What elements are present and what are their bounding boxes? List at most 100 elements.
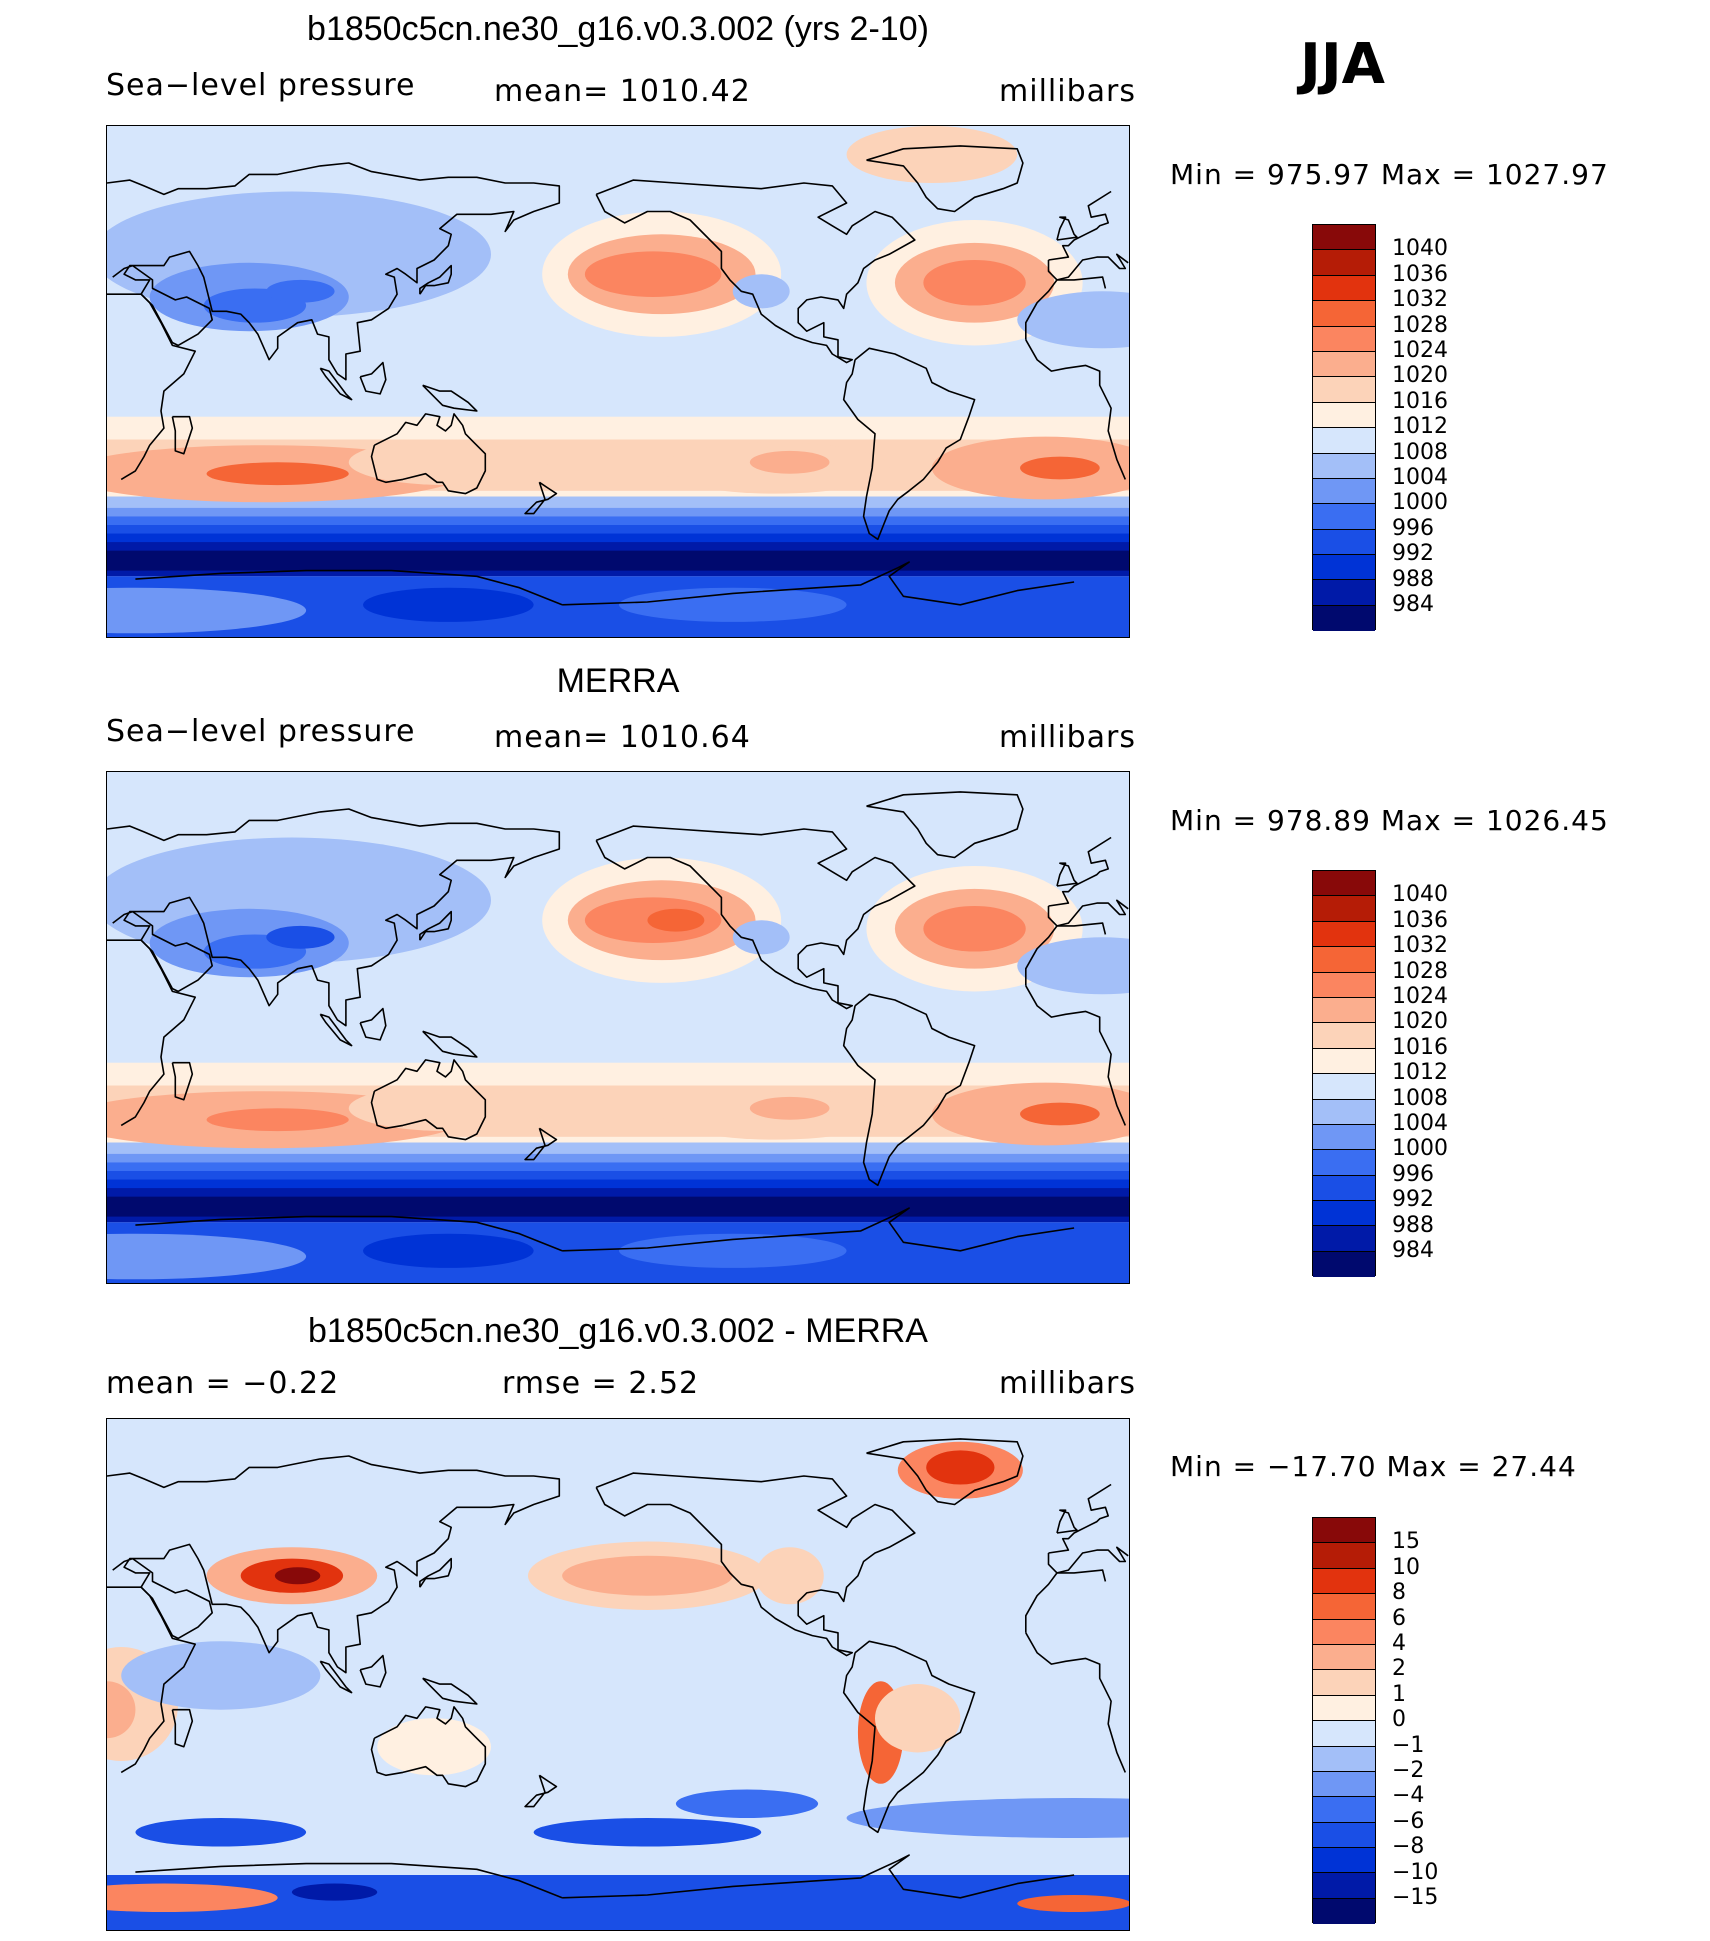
- coastline: [370, 1059, 487, 1141]
- colorbar-swatch: [1313, 478, 1375, 505]
- australia-anomaly: [377, 1718, 491, 1776]
- colorbar-level-label: 8: [1392, 1580, 1406, 1606]
- colorbar-level-label: 1036: [1392, 907, 1448, 933]
- coastline: [1056, 862, 1078, 887]
- panel-2-minmax: Min = 978.89 Max = 1026.45: [1170, 804, 1609, 837]
- colorbar-level-label: 15: [1392, 1529, 1420, 1555]
- south-indian-high-core: [206, 1108, 349, 1132]
- colorbar-level-label: 1024: [1392, 984, 1448, 1009]
- colorbar-swatch: [1313, 301, 1375, 327]
- colorbar-swatch: [1313, 453, 1375, 479]
- colorbar-level-label: 1032: [1392, 287, 1448, 313]
- colorbar-swatches: [1312, 870, 1376, 1278]
- colorbar-level-label: 1012: [1392, 414, 1448, 440]
- colorbar-swatch: [1313, 1670, 1375, 1696]
- colorbar-swatch: [1313, 1074, 1375, 1100]
- coastlines: [107, 145, 1129, 606]
- colorbar-level-label: 992: [1392, 1187, 1434, 1213]
- panel-1-map-svg: [107, 126, 1129, 637]
- coastlines: [107, 1438, 1129, 1899]
- south-atlantic-high-core: [1020, 456, 1100, 480]
- colorbar-swatch: [1313, 402, 1375, 429]
- coastline: [842, 347, 976, 541]
- colorbar-level-label: 1040: [1392, 236, 1448, 262]
- coastline: [1048, 190, 1112, 261]
- antarctic-anomaly: [1017, 1894, 1129, 1913]
- colorbar-swatch: [1313, 1797, 1375, 1823]
- colorbar-swatch: [1313, 1023, 1375, 1049]
- southern-ocean-anomaly-core: [533, 1818, 762, 1847]
- colorbar-level-label: 4: [1392, 1631, 1406, 1656]
- panel-3-map: [106, 1418, 1130, 1931]
- colorbar-level-label: −2: [1392, 1758, 1425, 1783]
- antarctic-field: [619, 587, 847, 622]
- coastline: [1048, 836, 1112, 907]
- saharan-low: [1017, 291, 1129, 349]
- colorbar-level-label: 1000: [1392, 1136, 1448, 1162]
- panel-2-mean-label: mean= 1010.64: [494, 720, 751, 755]
- colorbar-level-label: −6: [1392, 1808, 1425, 1834]
- antarctic-anomaly: [291, 1883, 378, 1901]
- africa-anomaly-core: [107, 1681, 136, 1739]
- colorbar-swatch: [1313, 1695, 1375, 1722]
- colorbar-swatch: [1313, 1822, 1375, 1849]
- colorbar-swatch: [1313, 1721, 1375, 1747]
- coastline: [370, 1706, 487, 1788]
- indian-ocean-anomaly: [121, 1641, 321, 1710]
- southern-ocean-anomaly: [846, 1798, 1129, 1838]
- coastline: [135, 1215, 563, 1252]
- colorbar-swatches: [1312, 1517, 1376, 1925]
- antarctic-anomaly: [107, 1883, 278, 1913]
- coastline: [524, 1774, 558, 1808]
- coastline: [1024, 276, 1107, 340]
- coastline: [1024, 1569, 1107, 1633]
- coastline: [422, 384, 478, 412]
- coastline: [1025, 985, 1127, 1126]
- coastline: [135, 1862, 563, 1899]
- coastline: [359, 361, 387, 395]
- north-pacific-high-core: [647, 908, 705, 932]
- panel-3-rmse-label: rmse = 2.52: [502, 1366, 700, 1401]
- colorbar-level-label: 1012: [1392, 1060, 1448, 1086]
- colorbar-swatch: [1313, 921, 1375, 948]
- coastline: [562, 1854, 1075, 1899]
- sw-us-low: [732, 274, 790, 309]
- colorbar-level-label: 1032: [1392, 933, 1448, 959]
- sw-us-low: [732, 920, 790, 955]
- colorbar-level-label: 1028: [1392, 958, 1448, 984]
- colorbar-swatch: [1313, 1543, 1375, 1569]
- panel-1-title: b1850c5cn.ne30_g16.v0.3.002 (yrs 2-10): [307, 10, 929, 48]
- colorbar-swatch: [1313, 1226, 1375, 1252]
- colorbar-level-label: 1004: [1392, 1111, 1448, 1136]
- coastline: [1047, 1546, 1129, 1574]
- colorbar-swatch: [1313, 1099, 1375, 1125]
- colorbar-level-label: 1024: [1392, 338, 1448, 363]
- coastline: [319, 1013, 353, 1047]
- panel-1-minmax: Min = 975.97 Max = 1027.97: [1170, 158, 1609, 191]
- colorbar-swatch: [1313, 896, 1375, 922]
- azores-high-inner: [923, 905, 1026, 952]
- coastline: [359, 1007, 387, 1041]
- colorbar-swatch: [1313, 947, 1375, 973]
- colorbar-level-label: 996: [1392, 515, 1434, 541]
- panel-3-title: b1850c5cn.ne30_g16.v0.3.002 - MERRA: [308, 1312, 928, 1350]
- colorbar-swatch: [1313, 275, 1375, 302]
- colorbar-level-label: 1020: [1392, 363, 1448, 389]
- coastline: [419, 910, 453, 941]
- coastline: [1025, 339, 1127, 480]
- colorbar-level-label: 992: [1392, 541, 1434, 567]
- colorbar-swatch: [1313, 1048, 1375, 1075]
- colorbar-level-label: 1040: [1392, 882, 1448, 908]
- panel-3-units-label: millibars: [999, 1366, 1136, 1401]
- colorbar-level-label: 2: [1392, 1656, 1406, 1682]
- coastline: [419, 264, 453, 295]
- panel-2-subtitle-row: Sea−level pressure mean= 1010.64 milliba…: [106, 714, 1136, 755]
- colorbar-level-label: 0: [1392, 1707, 1406, 1733]
- colorbar-level-label: 1016: [1392, 388, 1448, 414]
- colorbar-level-label: 1028: [1392, 312, 1448, 338]
- colorbar-swatch: [1313, 1771, 1375, 1798]
- colorbar-level-label: 1036: [1392, 261, 1448, 287]
- colorbar-swatch: [1313, 1594, 1375, 1620]
- north-pacific-anomaly-core: [562, 1555, 733, 1596]
- coastline: [866, 1438, 1024, 1506]
